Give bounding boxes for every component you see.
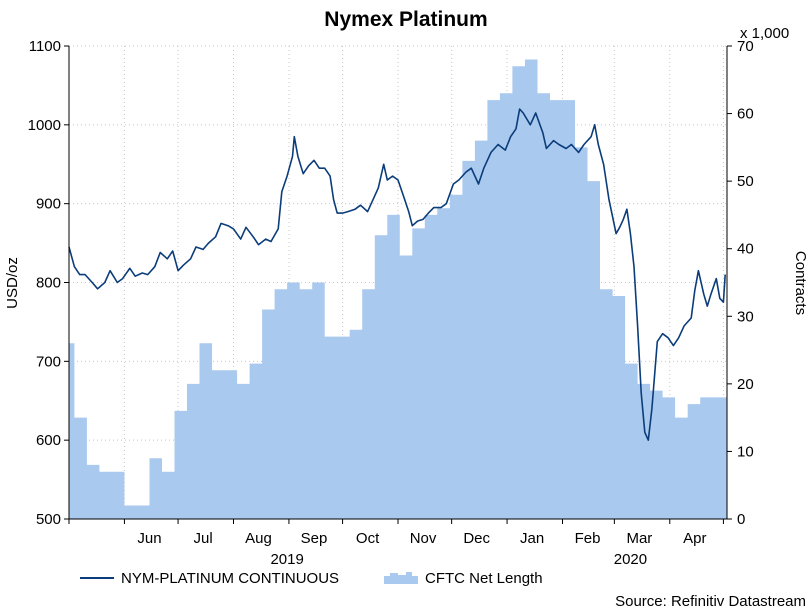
- line-layer: [68, 108, 726, 441]
- source-note: Source: Refinitiv Datastream: [615, 593, 806, 610]
- right-tick-label: 20: [737, 376, 754, 393]
- month-label-apr: Apr: [683, 530, 706, 547]
- platinum-price-line: [68, 108, 726, 441]
- left-tick-label: 1000: [28, 117, 61, 134]
- right-tick-label: 10: [737, 443, 754, 460]
- left-tick-label: 800: [36, 275, 61, 292]
- left-tick-label: 1100: [29, 38, 61, 55]
- right-tick-label: 60: [737, 106, 754, 123]
- left-tick-label: 600: [36, 432, 61, 449]
- year-label-2020: 2020: [614, 551, 647, 568]
- legend-area-swatch: [384, 572, 418, 584]
- month-label-sep: Sep: [301, 530, 328, 547]
- legend-label-platinum: NYM-PLATINUM CONTINUOUS: [121, 570, 339, 587]
- month-label-jan: Jan: [520, 530, 544, 547]
- area-layer: [69, 59, 727, 519]
- month-label-jun: Jun: [137, 530, 161, 547]
- month-label-oct: Oct: [356, 530, 380, 547]
- right-axis-multiplier: x 1,000: [740, 25, 789, 42]
- chart-title: Nymex Platinum: [324, 8, 487, 31]
- right-tick-label: 70: [737, 38, 754, 55]
- right-tick-label: 0: [737, 511, 745, 528]
- legend: NYM-PLATINUM CONTINUOUS CFTC Net Length: [80, 570, 543, 587]
- legend-label-cftc: CFTC Net Length: [425, 570, 543, 587]
- month-label-feb: Feb: [575, 530, 601, 547]
- month-label-aug: Aug: [245, 530, 272, 547]
- month-label-jul: Jul: [194, 530, 213, 547]
- left-tick-label: 500: [36, 511, 61, 528]
- month-label-mar: Mar: [626, 530, 652, 547]
- ticks-layer: 500 600 700 800 900 1000 1100 0 10 20 30 40 50 60 70 Ju…: [28, 38, 754, 568]
- month-label-dec: Dec: [463, 530, 490, 547]
- left-tick-label: 700: [36, 353, 61, 370]
- cftc-net-length-area: [69, 59, 727, 519]
- left-axis-label: USD/oz: [4, 257, 21, 309]
- year-label-2019: 2019: [270, 551, 303, 568]
- right-tick-label: 30: [737, 308, 754, 325]
- right-tick-label: 40: [737, 241, 754, 258]
- right-tick-label: 50: [737, 173, 754, 190]
- right-axis-label: Contracts: [792, 251, 809, 315]
- month-label-nov: Nov: [410, 530, 437, 547]
- left-tick-label: 900: [36, 196, 61, 213]
